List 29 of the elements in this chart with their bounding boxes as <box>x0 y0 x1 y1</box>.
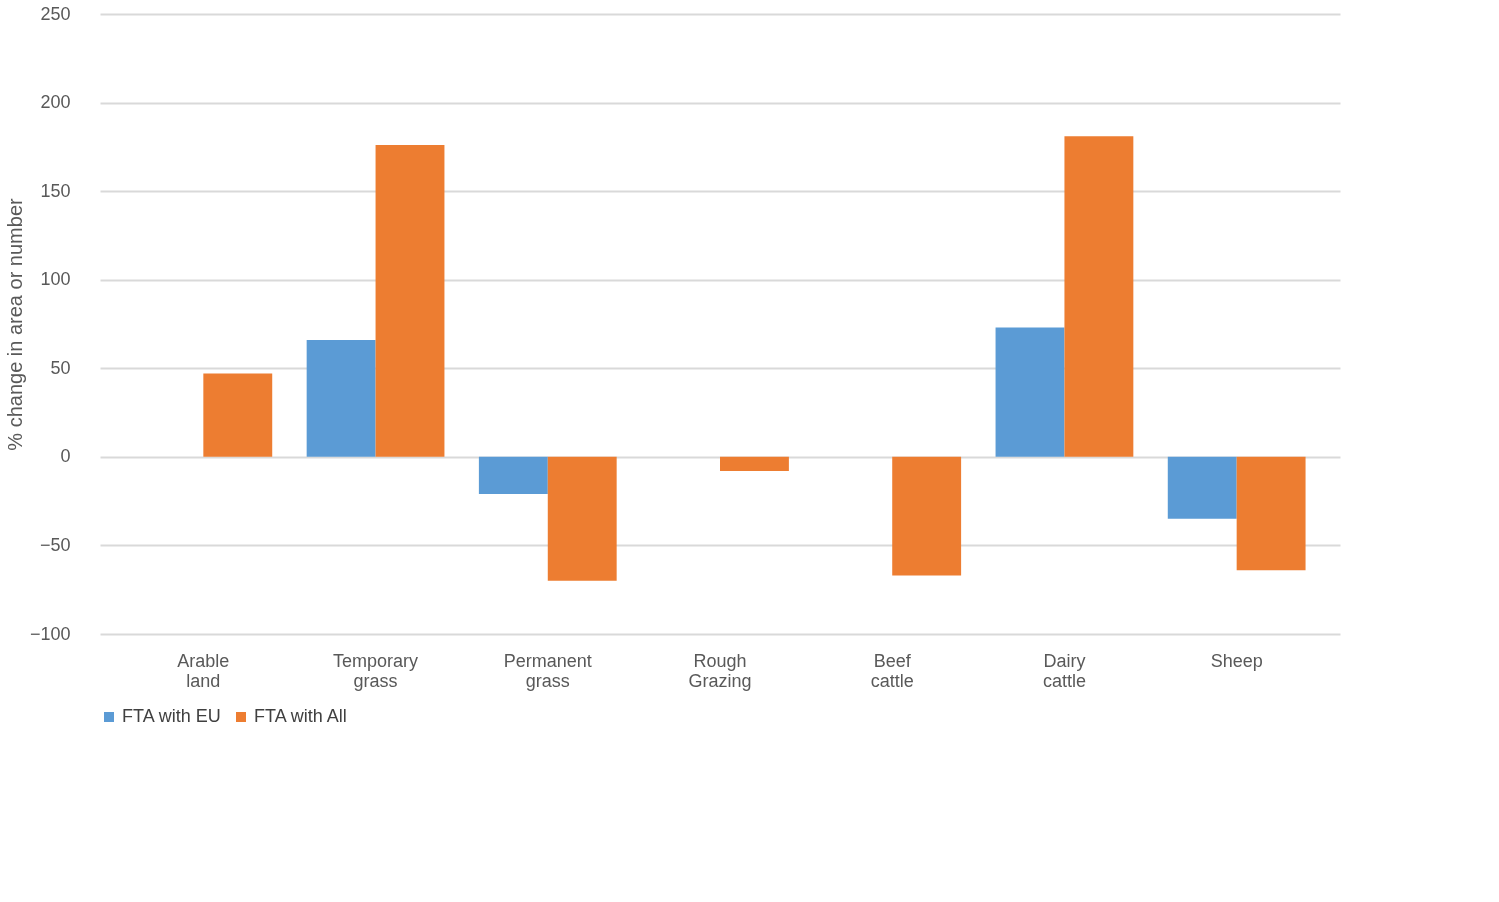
y-tick-label: 100 <box>40 269 71 290</box>
bar <box>203 373 273 457</box>
bar <box>720 456 789 472</box>
y-tick-label: 200 <box>40 92 71 113</box>
y-tick-label: −100 <box>29 623 71 644</box>
x-tick-label: Dairy cattle <box>1042 650 1086 691</box>
x-tick-label: Permanent grass <box>503 650 592 691</box>
y-tick-label: 50 <box>50 357 71 378</box>
x-tick-label: Arable land <box>177 650 230 691</box>
bar <box>547 456 617 581</box>
y-tick-label: 250 <box>40 3 71 24</box>
x-tick-label: Sheep <box>1210 650 1263 671</box>
bar <box>1167 456 1237 519</box>
bar <box>375 145 445 457</box>
bar <box>1236 456 1306 571</box>
bar <box>1064 136 1134 457</box>
x-tick-label: Temporary grass <box>333 650 419 691</box>
y-tick-label: 0 <box>60 446 71 467</box>
x-tick-label: Beef cattle <box>870 650 914 691</box>
legend-label: FTA with All <box>254 706 347 726</box>
y-tick-label: 150 <box>40 180 71 201</box>
bar <box>478 456 548 495</box>
x-tick-label: Rough Grazing <box>688 650 752 691</box>
bar <box>306 339 376 457</box>
y-axis-title: % change in area or number <box>3 197 26 451</box>
bar <box>892 456 962 576</box>
legend-label: FTA with EU <box>122 706 221 726</box>
y-tick-label: −50 <box>39 534 71 555</box>
bar <box>995 327 1065 457</box>
